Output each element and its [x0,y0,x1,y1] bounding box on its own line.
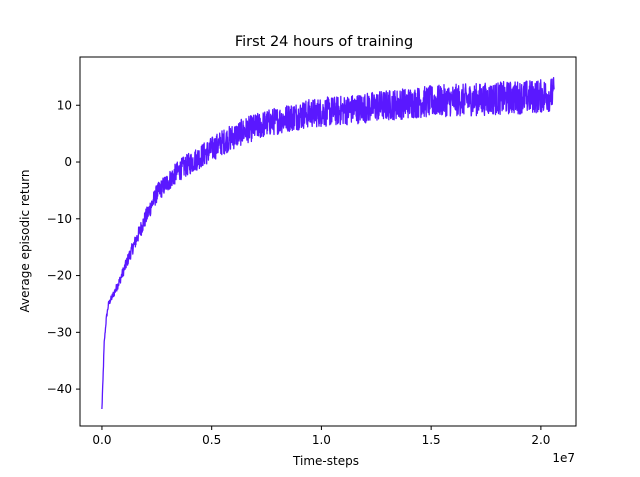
y-tick-label: −20 [47,269,72,283]
x-tick-label: 2.0 [531,433,550,447]
y-tick-label: −30 [47,325,72,339]
x-axis: 0.0 0.5 1.0 1.5 2.0 [92,426,550,447]
y-tick-label: 0 [64,155,72,169]
plot-area [79,56,577,427]
plot-frame [79,56,577,427]
y-tick-label: 10 [57,98,72,112]
series-line-average-episodic-return [101,77,555,410]
x-tick-label: 1.0 [312,433,331,447]
x-tick-label: 0.5 [202,433,221,447]
y-tick-label: −10 [47,212,72,226]
y-axis-title: Average episodic return [18,169,32,312]
x-axis-offset-label: 1e7 [552,451,575,465]
x-tick-label: 1.5 [422,433,441,447]
chart-title: First 24 hours of training [235,34,413,50]
x-tick-label: 0.0 [92,433,111,447]
y-axis: −40 −30 −20 −10 0 10 [47,98,80,396]
x-axis-title: Time-steps [292,454,359,468]
y-tick-label: −40 [47,382,72,396]
